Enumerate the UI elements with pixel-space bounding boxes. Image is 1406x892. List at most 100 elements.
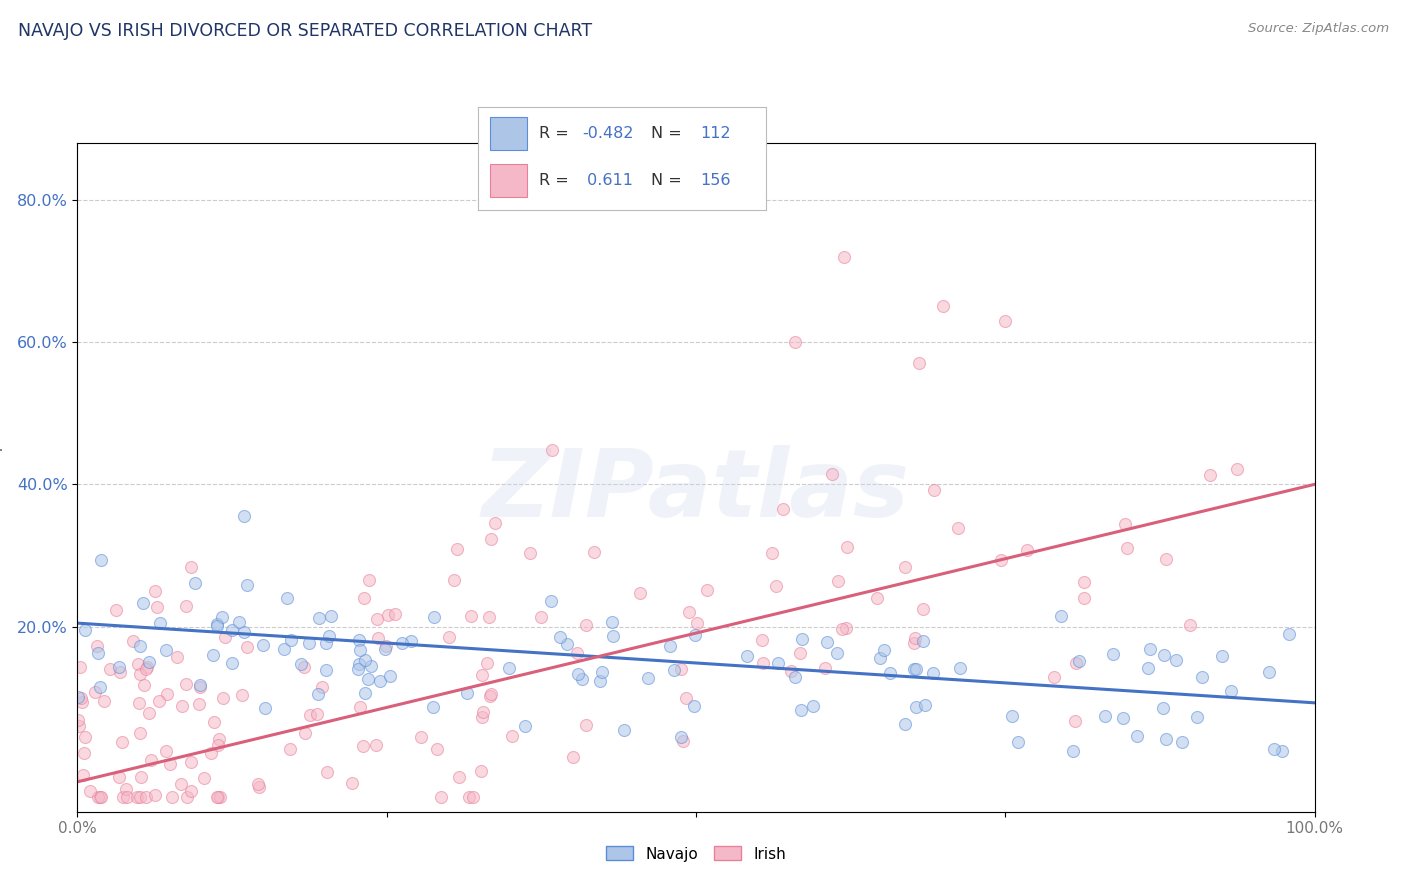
Point	[353, 591, 375, 606]
Point	[834, 250, 856, 264]
Point	[308, 611, 330, 625]
Text: R =: R =	[538, 173, 574, 188]
Point	[70, 690, 93, 705]
Point	[67, 690, 90, 705]
Point	[349, 643, 371, 657]
Legend: Navajo, Irish: Navajo, Irish	[600, 840, 792, 868]
Point	[1073, 575, 1095, 590]
Point	[132, 596, 155, 610]
Point	[837, 540, 859, 554]
Point	[575, 618, 598, 632]
Point	[1164, 653, 1187, 667]
Point	[411, 730, 433, 744]
Point	[905, 662, 928, 676]
Point	[136, 660, 159, 674]
Point	[567, 646, 589, 660]
Point	[73, 746, 96, 760]
Point	[994, 313, 1017, 327]
Point	[484, 516, 506, 531]
Point	[232, 624, 254, 639]
Text: 0.611: 0.611	[582, 173, 633, 188]
Point	[378, 669, 401, 683]
Point	[211, 609, 233, 624]
Point	[205, 616, 228, 631]
Point	[69, 659, 91, 673]
Text: ZIPatlas: ZIPatlas	[482, 444, 910, 537]
Point	[360, 658, 382, 673]
Point	[1198, 467, 1220, 482]
Point	[214, 630, 236, 644]
Point	[430, 790, 453, 805]
Point	[894, 717, 917, 731]
Point	[174, 599, 197, 613]
Point	[1278, 627, 1301, 641]
Point	[783, 334, 806, 349]
Point	[463, 790, 485, 805]
Point	[600, 615, 623, 629]
Point	[290, 657, 312, 671]
Point	[1219, 684, 1241, 698]
Point	[1094, 709, 1116, 723]
Point	[478, 689, 501, 703]
Point	[298, 636, 321, 650]
Point	[209, 790, 232, 805]
Point	[347, 657, 370, 671]
Point	[374, 641, 396, 656]
Point	[207, 738, 229, 752]
Point	[678, 606, 700, 620]
Point	[790, 632, 813, 647]
Point	[254, 701, 277, 715]
Point	[456, 686, 478, 700]
Point	[671, 661, 693, 675]
Point	[129, 726, 152, 740]
Point	[180, 559, 202, 574]
Point	[766, 656, 789, 670]
Point	[138, 655, 160, 669]
Point	[276, 591, 298, 605]
Point	[437, 631, 460, 645]
Point	[1136, 661, 1159, 675]
Point	[498, 661, 520, 675]
Point	[932, 300, 955, 314]
Point	[128, 667, 150, 681]
Point	[134, 678, 156, 692]
Point	[187, 697, 209, 711]
Point	[66, 713, 89, 727]
Point	[354, 686, 377, 700]
Point	[751, 633, 773, 648]
Point	[513, 719, 536, 733]
Point	[221, 624, 243, 638]
Point	[911, 634, 934, 648]
Point	[188, 678, 211, 692]
Point	[470, 764, 492, 778]
Point	[1180, 617, 1202, 632]
Point	[827, 574, 849, 588]
Point	[475, 657, 498, 671]
Point	[1042, 670, 1064, 684]
Point	[1116, 541, 1139, 556]
Point	[90, 552, 112, 566]
Point	[367, 631, 389, 645]
Point	[200, 747, 222, 761]
Point	[129, 639, 152, 653]
Point	[375, 639, 398, 653]
Point	[446, 541, 468, 556]
Point	[1066, 656, 1088, 670]
Point	[307, 707, 329, 722]
Text: Source: ZipAtlas.com: Source: ZipAtlas.com	[1249, 22, 1389, 36]
Point	[108, 770, 131, 784]
Point	[548, 630, 571, 644]
Point	[89, 680, 111, 694]
Point	[696, 583, 718, 598]
Point	[359, 574, 381, 588]
Point	[121, 634, 143, 648]
Point	[761, 546, 783, 560]
Point	[827, 646, 849, 660]
Point	[202, 715, 225, 730]
Point	[105, 603, 128, 617]
Point	[340, 776, 363, 790]
Point	[180, 755, 202, 769]
Point	[765, 579, 787, 593]
Point	[582, 545, 605, 559]
Point	[391, 636, 413, 650]
